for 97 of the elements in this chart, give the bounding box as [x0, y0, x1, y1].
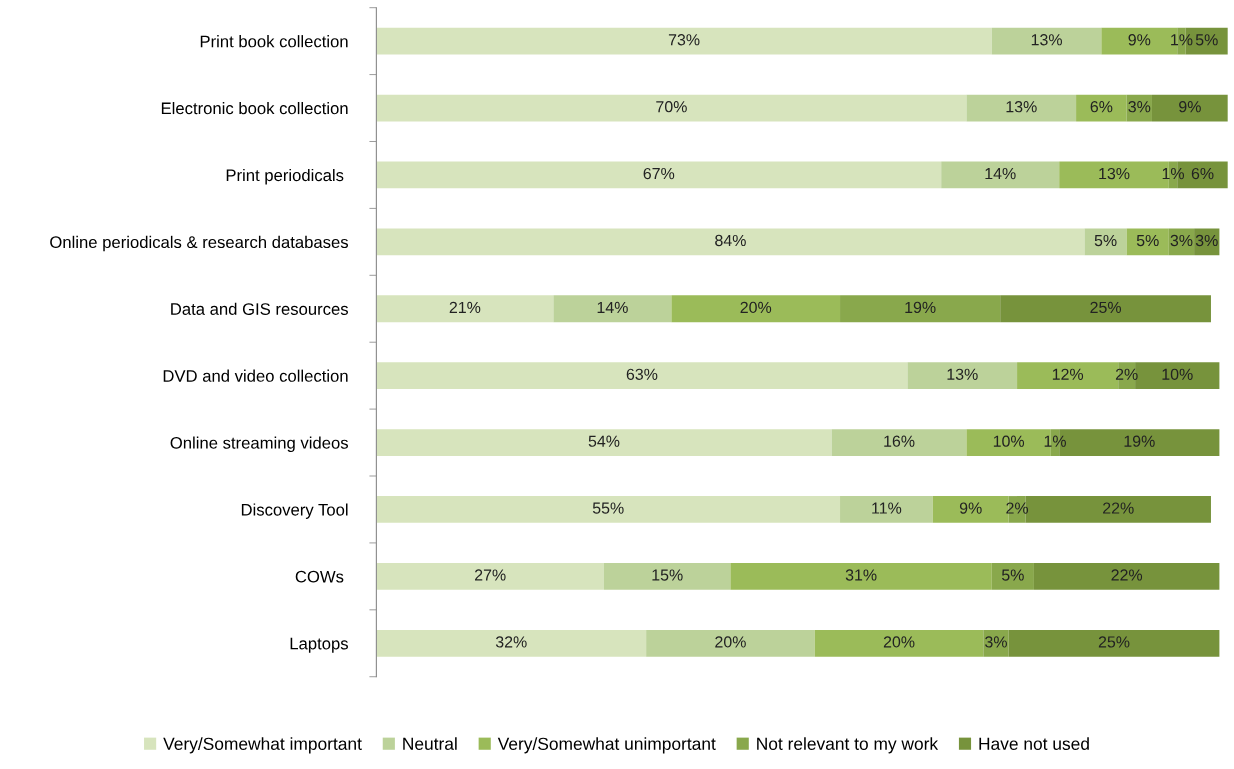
data-label: 63% [626, 368, 658, 380]
bar [840, 496, 933, 523]
bar [991, 562, 1034, 590]
data-label: 21% [449, 301, 481, 313]
data-label: 5% [1136, 234, 1159, 247]
data-label: 6% [1191, 167, 1214, 180]
y-tick-label: Print book collection [200, 35, 348, 48]
y-tick-label: Laptops [290, 637, 348, 653]
bar [553, 295, 672, 323]
y-tick-label: COWs [295, 570, 344, 583]
data-label: 84% [715, 234, 746, 247]
bar [376, 94, 967, 122]
data-label: 2% [1115, 368, 1138, 380]
y-tick-label: Data and GIS resources [171, 302, 348, 315]
data-label: 13% [947, 368, 978, 380]
data-label: 3% [1128, 101, 1151, 113]
data-label: 20% [883, 636, 915, 648]
data-label: 5% [1094, 234, 1117, 247]
data-label: 5% [1195, 34, 1218, 46]
data-label: 15% [652, 569, 683, 581]
data-label: 14% [597, 301, 628, 313]
data-label: 14% [985, 167, 1016, 180]
data-label: 25% [1098, 636, 1130, 648]
data-label: 9% [1128, 34, 1151, 46]
legend-label: Very/Somewhat important [163, 737, 362, 754]
data-label: 20% [715, 636, 746, 648]
bar [376, 562, 604, 590]
data-label: 13% [1099, 167, 1130, 180]
data-label: 12% [1052, 368, 1084, 380]
data-label: 6% [1090, 101, 1113, 113]
data-label: 1% [1171, 34, 1193, 46]
y-tick-label: Online periodicals & research databases [50, 235, 349, 252]
data-label: 9% [959, 502, 982, 514]
bar [907, 362, 1018, 390]
bar [376, 228, 1085, 256]
data-label: 54% [588, 435, 620, 447]
bar [671, 295, 841, 323]
data-label: 1% [1162, 167, 1185, 180]
y-tick-label: Discovery Tool [241, 503, 348, 519]
bar [646, 629, 815, 657]
data-label: 32% [495, 636, 527, 648]
bar [831, 429, 967, 456]
data-label: 13% [1006, 101, 1037, 113]
y-tick-label: Print periodicals [226, 168, 344, 185]
data-label: 55% [592, 502, 624, 514]
data-label: 5% [1001, 569, 1024, 581]
data-label: 19% [905, 301, 936, 314]
data-label: 22% [1111, 569, 1143, 581]
data-label: 3% [985, 636, 1007, 648]
y-tick-label: DVD and video collection [163, 369, 348, 382]
data-label: 1% [1044, 435, 1066, 447]
bar [376, 429, 832, 456]
bar [376, 27, 992, 55]
legend-label: Neutral [403, 737, 457, 750]
data-label: 10% [1162, 368, 1193, 380]
bar [376, 629, 647, 657]
bar [941, 161, 1060, 189]
bar [1126, 228, 1169, 256]
bar [376, 496, 841, 523]
data-label: 11% [872, 502, 902, 514]
legend-label: Not relevant to my work [757, 737, 939, 754]
data-label: 3% [1170, 234, 1193, 247]
bar [991, 27, 1102, 55]
data-label: 2% [1006, 502, 1029, 514]
bar [966, 94, 1077, 122]
bar [376, 362, 908, 390]
bar [730, 562, 992, 590]
bar [1033, 562, 1220, 590]
data-label: 20% [740, 301, 772, 314]
y-tick-label: Electronic book collection [161, 102, 348, 115]
bar [603, 562, 731, 590]
data-label: 16% [884, 435, 915, 447]
bar [376, 161, 942, 189]
data-label: 27% [475, 569, 506, 581]
data-label: 9% [1179, 101, 1201, 113]
bar [376, 295, 554, 323]
bar [983, 629, 1009, 657]
data-label: 10% [993, 435, 1025, 447]
data-label: 73% [668, 34, 700, 46]
data-label: 19% [1124, 435, 1155, 447]
data-label: 22% [1103, 502, 1134, 514]
bar [840, 295, 1001, 323]
bar [1084, 228, 1127, 256]
bar [1076, 94, 1127, 122]
data-label: 25% [1090, 301, 1122, 314]
data-label: 70% [656, 101, 687, 113]
bar [1008, 629, 1220, 657]
data-label: 31% [845, 569, 877, 581]
data-label: 67% [643, 167, 675, 180]
data-label: 3% [1195, 234, 1218, 247]
bar [1151, 94, 1228, 122]
y-tick-label: Online streaming videos [170, 436, 348, 453]
data-label: 13% [1031, 34, 1062, 46]
legend-label: Have not used [979, 737, 1089, 750]
bar [814, 629, 984, 657]
bar [1000, 295, 1211, 323]
legend-label: Very/Somewhat unimportant [497, 737, 716, 754]
